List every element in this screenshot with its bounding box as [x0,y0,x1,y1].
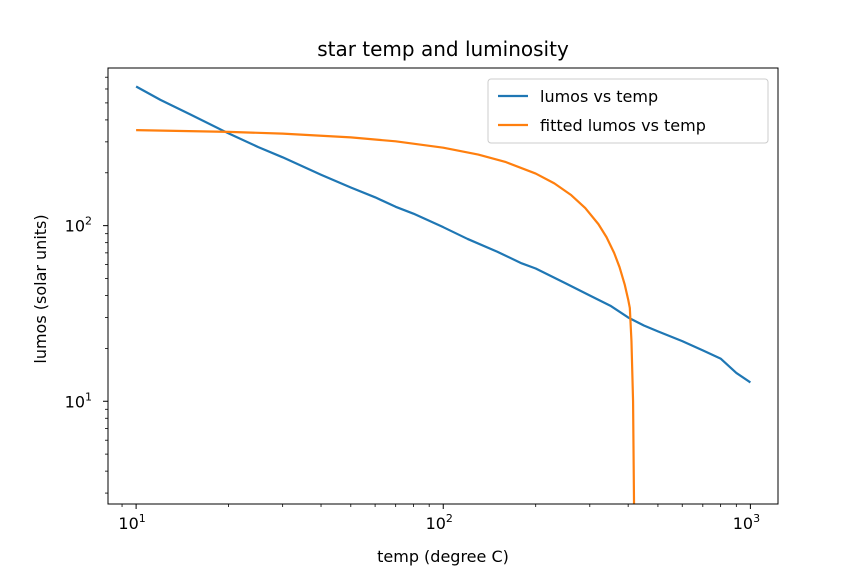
x-tick-label: 103 [733,512,760,533]
x-axis-title: temp (degree C) [377,547,509,566]
series-line-1 [135,85,752,384]
legend-label-2: fitted lumos vs temp [540,116,706,135]
y-tick-label: 101 [65,390,92,411]
legend-label-1: lumos vs temp [540,87,658,106]
y-tick-label: 102 [65,215,92,236]
chart-title: star temp and luminosity [317,37,569,61]
y-axis-title: lumos (solar units) [31,214,50,363]
x-tick-label: 101 [118,512,145,533]
legend-box [487,78,769,144]
x-tick-label: 102 [426,512,453,533]
legend: lumos vs temp fitted lumos vs temp [487,78,769,144]
axis-ticks: 101 102 103 101 102 [65,76,760,533]
series-line-2 [136,128,636,504]
